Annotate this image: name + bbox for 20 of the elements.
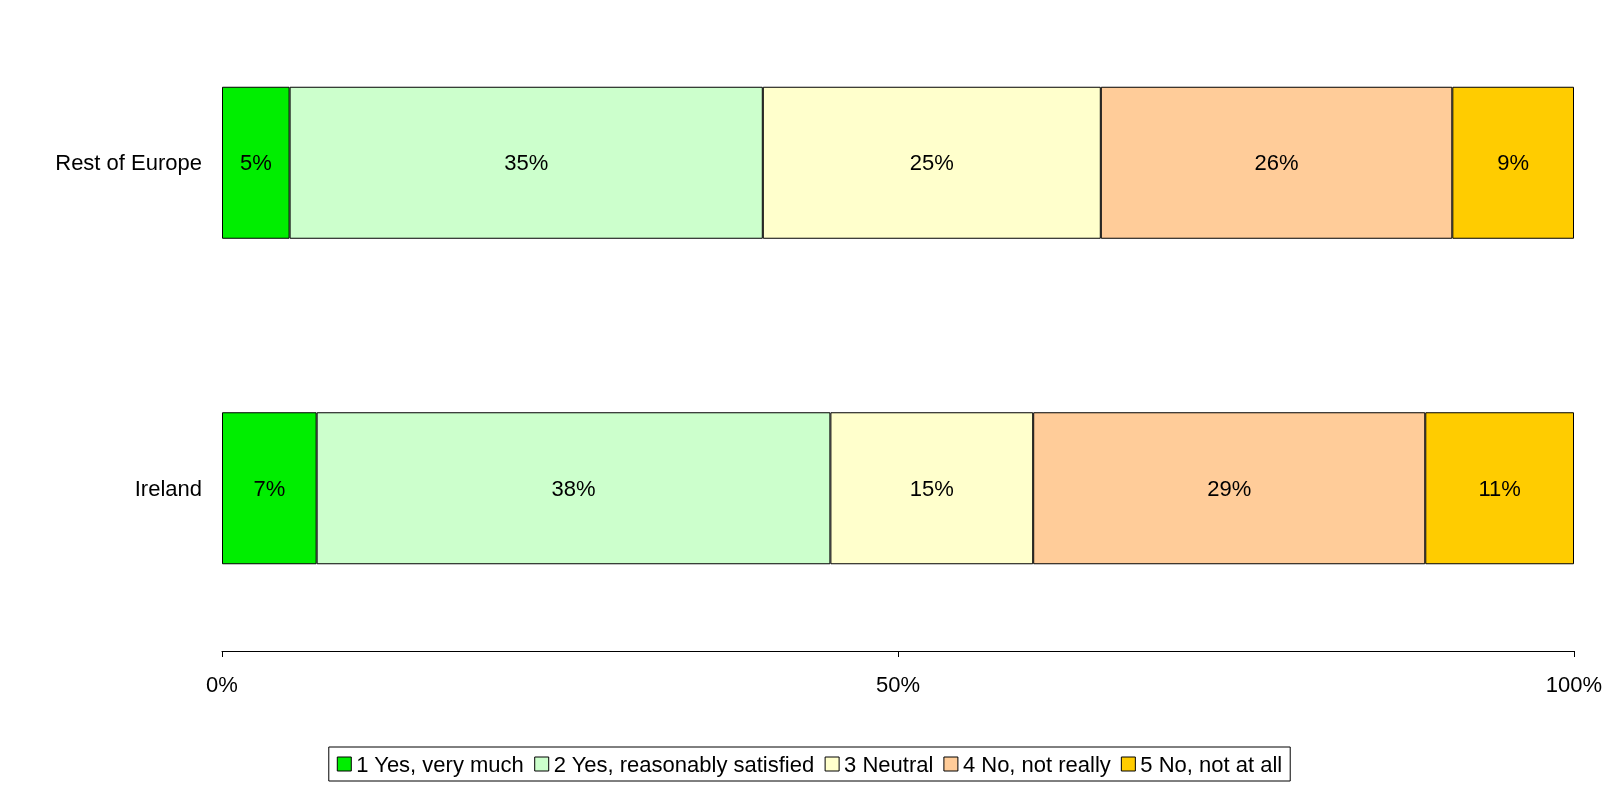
x-tick-label: 50%	[875, 671, 921, 697]
data-label: 5%	[239, 150, 272, 176]
legend-label: 1 Yes, very much	[356, 751, 524, 777]
data-label: 35%	[504, 150, 549, 176]
y-tick-label: Ireland	[134, 475, 202, 501]
x-tick-label: 0%	[206, 671, 238, 697]
data-label: 15%	[909, 475, 954, 501]
data-label: 11%	[1478, 475, 1521, 501]
data-label: 38%	[551, 475, 596, 501]
data-label: 25%	[909, 150, 954, 176]
legend-label: 5 No, not at all	[1140, 751, 1283, 777]
legend-label: 3 Neutral	[844, 751, 934, 777]
y-tick-label: Rest of Europe	[55, 150, 202, 176]
data-label: 29%	[1207, 475, 1252, 501]
legend-label: 2 Yes, reasonably satisfied	[553, 751, 815, 777]
x-tick-label: 100%	[1545, 671, 1603, 697]
data-label: 7%	[253, 475, 286, 501]
data-label: 9%	[1497, 150, 1530, 176]
data-label: 26%	[1254, 150, 1299, 176]
legend-label: 4 No, not really	[962, 751, 1111, 777]
